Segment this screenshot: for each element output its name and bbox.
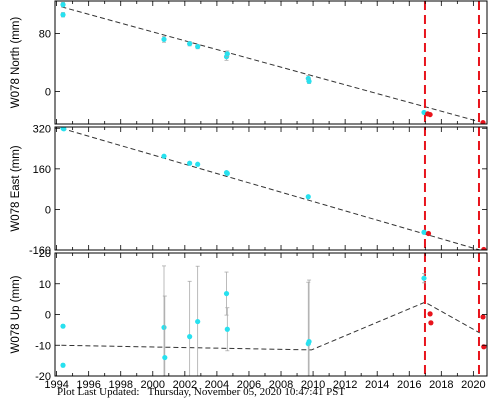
- y-tick-label: 80: [39, 29, 51, 41]
- data-point: [224, 170, 230, 177]
- footer-label: Plot Last Updated:: [57, 386, 140, 398]
- recent-data-point: [480, 314, 486, 320]
- x-tick-label: 1996: [76, 379, 100, 391]
- y-tick-label: -10: [35, 340, 51, 352]
- plot-area: [60, 127, 487, 250]
- plot-area: [60, 253, 487, 376]
- model-trend-line: [61, 6, 480, 123]
- x-tick-label: 2006: [237, 379, 261, 391]
- data-point: [60, 12, 66, 18]
- x-tick-label: 2010: [301, 379, 325, 391]
- x-tick-label: 2002: [173, 379, 197, 391]
- y-tick-label: -160: [29, 245, 51, 257]
- data-point: [195, 161, 201, 167]
- data-point: [195, 43, 201, 50]
- x-tick-label: 2012: [333, 379, 357, 391]
- y-tick-label: 0: [45, 86, 51, 98]
- x-tick-label: 2008: [269, 379, 293, 391]
- y-tick-label: 160: [33, 164, 51, 176]
- data-point: [187, 160, 193, 166]
- footer-timestamp: Thursday, November 05, 2020 10:47:41 PST: [147, 386, 346, 398]
- data-point: [421, 275, 427, 281]
- panel-w078-up-mm: 1994 1996 1998 2000 2002 2004 2006 2008 2010 2012…: [10, 248, 488, 391]
- y-tick-label: 10: [39, 279, 51, 291]
- y-tick-label: -20: [35, 371, 51, 383]
- data-point: [306, 338, 312, 345]
- y-tick-label: 320: [33, 123, 51, 135]
- y-axis-label: W078 North (mm): [10, 17, 22, 109]
- x-tick-label: 2016: [397, 379, 421, 391]
- data-point: [161, 153, 167, 159]
- x-tick-label: 1998: [108, 379, 132, 391]
- data-point: [61, 127, 67, 132]
- plot-frame: [54, 126, 488, 251]
- y-tick-label: 0: [45, 310, 51, 322]
- plot-frame: [54, 252, 488, 377]
- panel-w078-north-mm: 0 80 W078 North (mm): [10, 0, 488, 125]
- recent-data-point: [427, 311, 433, 317]
- data-point: [187, 334, 193, 340]
- x-tick-label: 2020: [461, 379, 485, 391]
- recent-data-point: [428, 320, 434, 326]
- panel-w078-east-mm: -160 0 160 320 W078 East (mm): [10, 123, 488, 257]
- data-point: [305, 194, 311, 200]
- data-point: [223, 290, 230, 297]
- plot-updated-footer: Plot Last Updated: Thursday, November 05…: [57, 386, 345, 398]
- data-point: [60, 2, 66, 8]
- y-tick-label: 20: [39, 248, 51, 260]
- recent-data-point: [427, 111, 433, 118]
- data-point: [60, 323, 66, 329]
- data-point: [161, 36, 167, 42]
- plot-area: [60, 1, 486, 124]
- y-axis-label: W078 Up (mm): [10, 275, 22, 353]
- data-point: [306, 78, 312, 84]
- data-point: [421, 229, 427, 235]
- x-tick-label: 2000: [141, 379, 165, 391]
- y-tick-label: 0: [45, 204, 51, 216]
- data-point: [187, 41, 193, 47]
- recent-data-point: [425, 230, 432, 237]
- data-point: [162, 354, 168, 361]
- data-point: [224, 326, 230, 332]
- data-point: [60, 362, 66, 368]
- y-axis-label: W078 East (mm): [10, 145, 22, 231]
- x-tick-label: 1994: [44, 379, 68, 391]
- plot-frame: [54, 0, 488, 125]
- model-trend-line: [61, 301, 481, 351]
- data-point: [224, 51, 230, 57]
- x-tick-label: 2004: [205, 379, 229, 391]
- recent-data-point: [480, 119, 486, 124]
- x-tick-label: 2018: [429, 379, 453, 391]
- x-tick-label: 2014: [365, 379, 389, 391]
- model-trend-line: [61, 127, 480, 250]
- data-point: [195, 318, 201, 325]
- recent-data-point: [481, 246, 487, 250]
- data-point: [161, 324, 167, 331]
